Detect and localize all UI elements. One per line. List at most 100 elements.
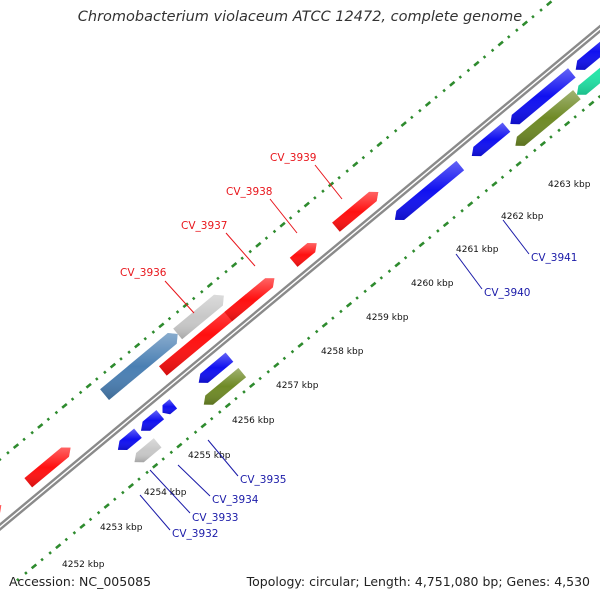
gc-dot xyxy=(352,161,359,168)
gene-label-reverse[interactable]: CV_3934 xyxy=(212,494,259,506)
label-leader-line xyxy=(149,469,191,514)
gc-dot xyxy=(12,443,20,450)
gc-dot xyxy=(306,336,311,341)
gene-arrow-gray[interactable] xyxy=(134,438,162,463)
gc-dot xyxy=(531,14,535,19)
gene-arrow-blue[interactable] xyxy=(162,399,178,415)
gc-dot xyxy=(169,450,174,455)
gc-dot xyxy=(581,108,586,112)
scale-tick-label: 4253 kbp xyxy=(100,523,143,533)
gene-arrow-olive[interactable] xyxy=(515,90,581,146)
gc-dot xyxy=(588,100,595,107)
gc-dot xyxy=(191,296,196,301)
gc-dot xyxy=(476,195,481,200)
gene-label-reverse[interactable]: CV_3935 xyxy=(240,474,287,486)
gc-dot xyxy=(393,129,398,133)
scale-tick-label: 4259 kbp xyxy=(366,313,409,323)
gc-dot xyxy=(85,382,92,389)
gc-dot xyxy=(533,148,537,153)
gc-dot xyxy=(369,149,374,153)
gene-arrow-red[interactable] xyxy=(289,243,317,267)
gene-arrow-olive[interactable] xyxy=(203,368,247,405)
gene-labels: CV_3936 CV_3937 CV_3938 CV_3939 CV_3932 CV_39… xyxy=(120,152,578,540)
gene-label-reverse[interactable]: CV_3932 xyxy=(172,528,219,540)
gc-dot xyxy=(521,20,529,27)
gene-arrow-blue[interactable] xyxy=(394,160,465,220)
gene-label-forward[interactable]: CV_3936 xyxy=(120,267,167,279)
gc-dot xyxy=(573,115,577,119)
gene-arrow-blue[interactable] xyxy=(141,410,165,431)
gc-dot xyxy=(37,423,44,429)
gc-dot xyxy=(113,497,117,502)
gc-dot xyxy=(418,241,425,248)
gc-dot xyxy=(48,551,52,555)
gc-dot xyxy=(314,329,319,334)
label-leader-line xyxy=(164,280,195,314)
gc-dot xyxy=(313,196,317,200)
gc-dot xyxy=(484,188,489,193)
gene-arrow-blue[interactable] xyxy=(471,122,511,157)
backbone-line xyxy=(0,29,600,532)
gene-arrow-steel[interactable] xyxy=(100,333,178,400)
gc-dot xyxy=(290,349,295,354)
gc-dot xyxy=(158,322,165,329)
gene-label-reverse[interactable]: CV_3933 xyxy=(192,512,239,524)
gene-arrow-mint[interactable] xyxy=(576,39,600,95)
genome-backbone xyxy=(0,24,600,532)
gene-label-forward[interactable]: CV_3938 xyxy=(226,186,273,198)
gc-dot xyxy=(376,141,383,148)
gene-label-forward[interactable]: CV_3939 xyxy=(270,152,317,164)
gene-arrow-blue[interactable] xyxy=(575,33,600,70)
gene-arrow-red[interactable] xyxy=(24,447,71,488)
gc-dot xyxy=(436,229,440,233)
gc-dot xyxy=(145,470,149,475)
gc-dot xyxy=(410,115,414,120)
scale-ticks: 4252 kbp 4253 kbp 4254 kbp 4255 kbp 4256 kbp… xyxy=(62,180,591,570)
gc-dot xyxy=(137,477,141,481)
gc-dot xyxy=(176,442,183,449)
label-leader-line xyxy=(225,232,256,267)
gc-dot xyxy=(264,236,269,240)
gc-dot xyxy=(434,95,438,100)
gene-label-forward[interactable]: CV_3937 xyxy=(181,220,228,232)
gc-dot xyxy=(515,28,519,32)
gc-dot xyxy=(452,215,456,220)
label-leader-line xyxy=(502,219,530,255)
gc-dot xyxy=(508,168,513,173)
scale-tick-label: 4262 kbp xyxy=(501,212,544,222)
gc-dot xyxy=(428,235,432,240)
gc-dot xyxy=(539,8,543,12)
gene-arrow-blue[interactable] xyxy=(117,428,142,450)
gc-dot xyxy=(331,316,335,320)
gene-label-reverse[interactable]: CV_3941 xyxy=(531,252,578,264)
gene-arrow-gray[interactable] xyxy=(173,294,224,340)
gc-dot xyxy=(490,48,495,53)
gc-dot xyxy=(273,362,280,369)
accession-label: Accession: NC_005085 xyxy=(9,574,152,589)
gc-dot xyxy=(103,370,107,375)
gc-dot xyxy=(296,209,301,214)
gene-arrow-blue[interactable] xyxy=(198,352,234,383)
gc-dot xyxy=(272,229,277,234)
gc-dot xyxy=(255,241,262,248)
gene-arrow-blue[interactable] xyxy=(510,68,576,125)
gc-dot xyxy=(506,35,511,39)
gc-dot xyxy=(345,169,349,173)
gene-arrow-red[interactable] xyxy=(0,505,2,526)
scale-tick-label: 4256 kbp xyxy=(232,416,275,426)
gc-dot xyxy=(288,216,293,220)
gene-label-reverse[interactable]: CV_3940 xyxy=(484,287,531,299)
gc-dot xyxy=(16,578,20,582)
gc-dot xyxy=(24,571,28,575)
label-leader-line xyxy=(269,198,298,234)
gc-dot xyxy=(127,350,131,354)
gc-dot xyxy=(216,276,220,281)
gene-arrow-red[interactable] xyxy=(224,278,275,322)
gc-dot xyxy=(64,537,69,542)
label-leader-line xyxy=(207,439,239,477)
gene-arrow-red[interactable] xyxy=(332,191,379,232)
gc-dot xyxy=(79,523,86,530)
gc-dot xyxy=(234,396,238,401)
gc-dot xyxy=(297,342,304,348)
